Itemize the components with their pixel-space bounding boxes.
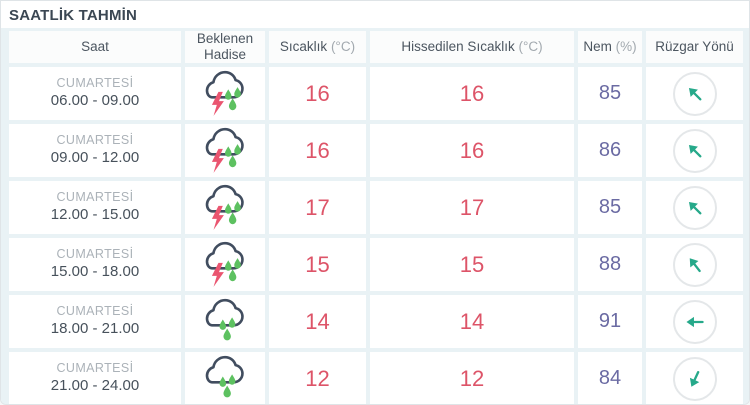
forecast-table: Saat Beklenen Hadise Sıcaklık (°C) Hisse…: [1, 28, 749, 404]
time-range: 06.00 - 09.00: [50, 91, 140, 109]
day-label: CUMARTESİ: [56, 361, 134, 376]
thunderstorm-rain-icon: [199, 127, 251, 175]
rain-icon: [199, 355, 251, 403]
day-label: CUMARTESİ: [56, 76, 134, 91]
weather-icon-cell: [185, 295, 265, 348]
header-expected-event: Beklenen Hadise: [185, 31, 265, 63]
time-range: 09.00 - 12.00: [50, 148, 140, 166]
temperature-value: 16: [269, 124, 366, 177]
wind-direction-cell: [646, 352, 743, 404]
rain-icon: [199, 298, 251, 346]
temperature-value: 15: [269, 238, 366, 291]
wind-direction-north-northwest-icon: [672, 242, 717, 287]
temperature-value: 14: [269, 295, 366, 348]
humidity-value: 86: [578, 124, 642, 177]
wind-direction-northwest-icon: [672, 71, 717, 116]
wind-direction-cell: [646, 67, 743, 120]
temperature-value: 12: [269, 352, 366, 404]
time-range: 12.00 - 15.00: [50, 205, 140, 223]
weather-icon-cell: [185, 181, 265, 234]
header-wind-direction: Rüzgar Yönü: [646, 31, 743, 63]
humidity-value: 88: [578, 238, 642, 291]
feels-like-value: 14: [370, 295, 574, 348]
header-feels-like: Hissedilen Sıcaklık (°C): [370, 31, 574, 63]
time-cell: CUMARTESİ 18.00 - 21.00: [9, 295, 181, 348]
time-cell: CUMARTESİ 12.00 - 15.00: [9, 181, 181, 234]
time-cell: CUMARTESİ 06.00 - 09.00: [9, 67, 181, 120]
time-range: 15.00 - 18.00: [50, 262, 140, 280]
feels-like-value: 16: [370, 67, 574, 120]
wind-direction-northwest-icon: [672, 128, 717, 173]
humidity-value: 85: [578, 67, 642, 120]
weather-icon-cell: [185, 67, 265, 120]
day-label: CUMARTESİ: [56, 304, 134, 319]
humidity-value: 85: [578, 181, 642, 234]
weather-icon-cell: [185, 238, 265, 291]
thunderstorm-rain-icon: [199, 70, 251, 118]
time-cell: CUMARTESİ 09.00 - 12.00: [9, 124, 181, 177]
wind-direction-northwest-icon: [672, 185, 717, 230]
time-range: 21.00 - 24.00: [50, 376, 140, 394]
day-label: CUMARTESİ: [56, 247, 134, 262]
temperature-value: 17: [269, 181, 366, 234]
humidity-value: 91: [578, 295, 642, 348]
feels-like-value: 15: [370, 238, 574, 291]
thunderstorm-rain-icon: [199, 184, 251, 232]
widget-title: SAATLİK TAHMİN: [1, 1, 749, 28]
humidity-value: 84: [578, 352, 642, 404]
header-humidity: Nem (%): [578, 31, 642, 63]
weather-icon-cell: [185, 352, 265, 404]
weather-icon-cell: [185, 124, 265, 177]
feels-like-value: 12: [370, 352, 574, 404]
wind-direction-cell: [646, 295, 743, 348]
header-time: Saat: [9, 31, 181, 63]
thunderstorm-rain-icon: [199, 241, 251, 289]
day-label: CUMARTESİ: [56, 190, 134, 205]
wind-direction-west-icon: [672, 299, 717, 344]
time-cell: CUMARTESİ 21.00 - 24.00: [9, 352, 181, 404]
time-range: 18.00 - 21.00: [50, 319, 140, 337]
wind-direction-cell: [646, 238, 743, 291]
header-temperature: Sıcaklık (°C): [269, 31, 366, 63]
wind-direction-cell: [646, 124, 743, 177]
feels-like-value: 16: [370, 124, 574, 177]
feels-like-value: 17: [370, 181, 574, 234]
wind-direction-south-southwest-icon: [672, 356, 717, 401]
wind-direction-cell: [646, 181, 743, 234]
time-cell: CUMARTESİ 15.00 - 18.00: [9, 238, 181, 291]
temperature-value: 16: [269, 67, 366, 120]
day-label: CUMARTESİ: [56, 133, 134, 148]
